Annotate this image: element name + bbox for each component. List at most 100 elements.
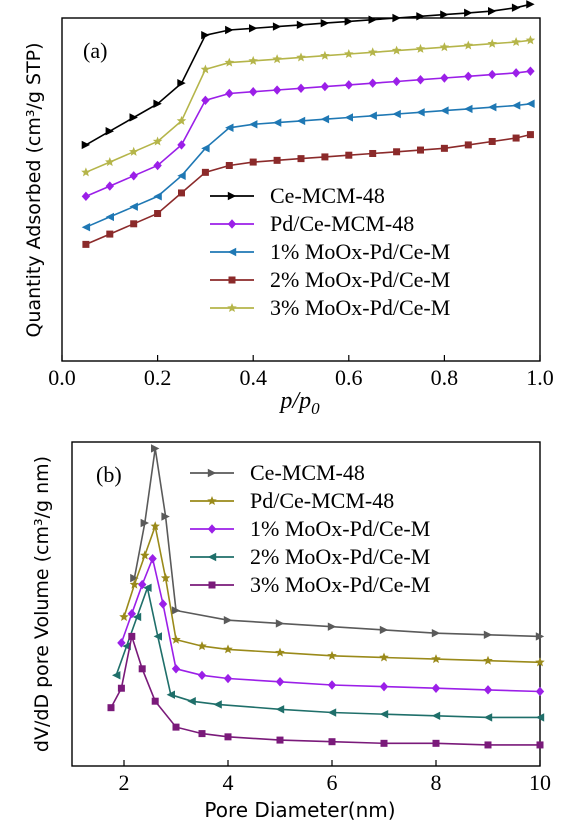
data-point [129, 579, 140, 589]
data-point [440, 73, 449, 83]
data-point [223, 644, 233, 654]
data-point [440, 106, 449, 115]
data-point [415, 43, 426, 53]
data-point [225, 123, 234, 132]
data-point [431, 711, 441, 720]
data-point [275, 705, 285, 714]
data-point [273, 156, 281, 164]
data-point [223, 616, 233, 625]
legend-marker [228, 276, 236, 284]
data-point [150, 521, 160, 531]
series-line [85, 39, 531, 174]
legend-label: 2% MoOx-Pd/Ce-M [270, 267, 450, 292]
series-line [85, 133, 531, 246]
panel-a-y-axis-label: Quantity Adsorbed (cm³/g STP) [23, 42, 45, 337]
data-point [177, 140, 186, 150]
legend-item: 2% MoOx-Pd/Ce-M [190, 544, 430, 569]
data-point [201, 168, 209, 176]
data-point [379, 681, 389, 692]
data-point [327, 708, 337, 717]
data-point [249, 87, 258, 97]
data-point [392, 76, 401, 87]
data-point [153, 160, 162, 171]
series-line [115, 584, 540, 719]
data-point [171, 664, 181, 674]
data-point [201, 30, 210, 40]
legend-item: 1% MoOx-Pd/Ce-M [190, 516, 430, 541]
data-point [213, 700, 222, 709]
data-point [197, 641, 207, 651]
data-point [138, 579, 147, 590]
legend-marker [207, 496, 217, 506]
data-point [272, 118, 282, 127]
series-3 [112, 583, 545, 722]
data-point [81, 167, 91, 177]
data-point [153, 192, 162, 201]
data-point [483, 655, 493, 665]
data-point [488, 69, 497, 80]
data-point [143, 583, 152, 592]
data-point [439, 42, 450, 52]
data-point [177, 171, 186, 180]
legend-marker [227, 219, 237, 229]
legend-item: 1% MoOx-Pd/Ce-M [210, 239, 450, 264]
data-point [320, 50, 330, 60]
legend-label: Pd/Ce-MCM-48 [250, 488, 394, 513]
data-point [368, 111, 377, 120]
data-point [327, 622, 337, 631]
data-point [148, 553, 157, 564]
data-point [296, 116, 306, 126]
data-point [119, 611, 129, 622]
legend-marker [207, 552, 217, 562]
legend-item: Pd/Ce-MCM-48 [190, 488, 394, 513]
panel-a-frame [61, 17, 541, 362]
data-point [535, 657, 545, 667]
data-point [327, 680, 337, 690]
data-point [161, 512, 170, 521]
data-point [275, 619, 285, 628]
data-point [132, 612, 142, 622]
data-point [200, 64, 211, 74]
data-point [151, 697, 159, 705]
x-tick-label: 2 [119, 770, 130, 795]
data-point [276, 736, 284, 744]
data-point [130, 220, 138, 228]
data-point [344, 113, 353, 122]
data-point [511, 3, 521, 12]
data-point [526, 99, 535, 108]
series-4 [107, 632, 544, 749]
data-point [187, 697, 196, 706]
data-point [328, 738, 336, 746]
data-point [416, 12, 425, 21]
data-point [320, 114, 330, 124]
data-point [152, 136, 163, 146]
data-point [344, 80, 353, 90]
data-point [511, 68, 521, 78]
series-line [133, 448, 541, 638]
data-point [345, 151, 353, 159]
panel-a-x-ticks: 0.0 0.2 0.4 0.6 0.8 1.0 [48, 355, 554, 390]
legend-label: Pd/Ce-MCM-48 [270, 211, 414, 236]
series-line [120, 555, 541, 693]
data-point [391, 45, 402, 55]
panel-b-x-axis-label: Pore Diameter(nm) [204, 798, 395, 822]
data-point [416, 75, 425, 85]
data-point [432, 739, 440, 747]
panel-a-series [81, 0, 536, 248]
data-point [177, 78, 186, 88]
data-point [416, 108, 425, 117]
data-point [82, 240, 90, 248]
data-point [379, 625, 389, 635]
data-point [129, 171, 138, 181]
data-point [525, 35, 536, 45]
data-point [248, 55, 258, 65]
data-point [431, 683, 441, 693]
legend-label: 3% MoOx-Pd/Ce-M [250, 572, 430, 597]
data-point [321, 153, 329, 161]
data-point [320, 81, 330, 92]
panel-b-legend: Ce-MCM-48 Pd/Ce-MCM-48 1% MoOx-Pd/Ce-M 2% M… [190, 460, 430, 597]
data-point [160, 573, 171, 583]
data-point [392, 13, 401, 23]
data-point [140, 550, 150, 560]
